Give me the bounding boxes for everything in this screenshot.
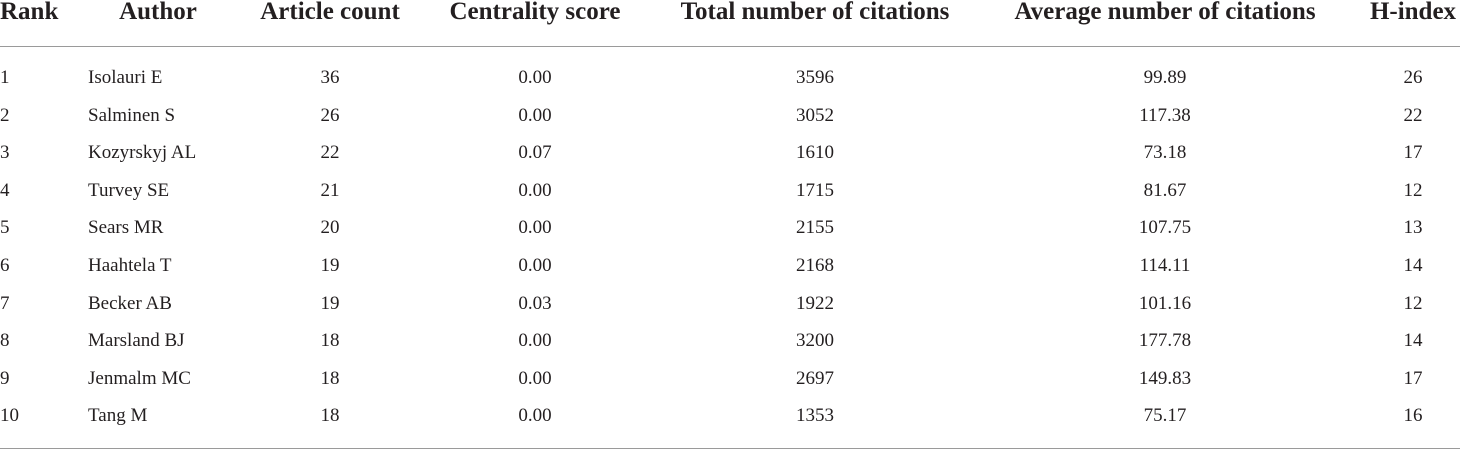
h-index-cell: 13 [1403,217,1423,239]
rank-cell: 10 [0,405,19,427]
h-index-cell: 14 [1403,330,1423,352]
average-citations-cell: 73.18 [1143,142,1187,164]
h-index-cell: 17 [1403,142,1423,164]
total-citations-cell: 2155 [796,217,834,239]
total-citations-cell: 2697 [796,367,834,389]
total-citations-cell: 3200 [796,330,834,352]
h-index-cell: 16 [1403,405,1423,427]
column-header: Centrality score [449,0,621,25]
article-count-cell: 19 [320,255,340,276]
rank-cell: 2 [0,104,10,126]
centrality-score-cell: 0.00 [518,104,552,126]
total-citations-cell: 1610 [796,142,834,164]
average-citations-cell: 81.67 [1143,179,1187,201]
average-citations-cell: 75.17 [1143,405,1187,427]
average-citations-cell: 101.16 [1138,292,1192,314]
author-cell: Kozyrskyj AL [88,142,197,164]
centrality-score-cell: 0.07 [518,142,552,164]
rank-cell: 8 [0,330,10,352]
centrality-score-cell: 0.00 [518,67,552,88]
total-citations-cell: 3596 [796,67,834,88]
centrality-score-cell: 0.00 [518,255,552,276]
author-cell: Isolauri E [88,67,163,88]
author-cell: Tang M [88,405,148,427]
article-count-cell: 22 [320,142,340,164]
centrality-score-cell: 0.00 [518,330,552,352]
average-citations-cell: 177.78 [1138,330,1192,352]
centrality-score-cell: 0.03 [518,292,552,314]
column-header: Total number of citations [680,0,950,25]
author-cell: Haahtela T [88,255,172,276]
rank-cell: 3 [0,142,10,164]
h-index-cell: 17 [1403,367,1423,389]
average-citations-cell: 114.11 [1139,255,1191,276]
centrality-score-cell: 0.00 [518,217,552,239]
h-index-cell: 26 [1403,67,1423,88]
average-citations-cell: 107.75 [1138,217,1192,239]
total-citations-cell: 1353 [796,405,834,427]
total-citations-cell: 3052 [796,104,834,126]
author-cell: Becker AB [88,292,172,314]
header-rule [0,46,1460,47]
total-citations-cell: 1922 [796,292,834,314]
h-index-cell: 14 [1403,255,1423,276]
column-header: Article count [260,0,400,25]
author-cell: Jenmalm MC [88,367,191,389]
h-index-cell: 22 [1403,104,1423,126]
column-header: H-index [1369,0,1457,25]
column-header: Author [119,0,197,25]
rank-cell: 7 [0,292,10,314]
rank-cell: 4 [0,179,10,201]
h-index-cell: 12 [1403,292,1423,314]
average-citations-cell: 149.83 [1138,367,1192,389]
h-index-cell: 12 [1403,179,1423,201]
article-count-cell: 26 [320,104,340,126]
author-cell: Marsland BJ [88,330,185,352]
total-citations-cell: 2168 [796,255,834,276]
article-count-cell: 36 [320,67,340,88]
centrality-score-cell: 0.00 [518,179,552,201]
article-count-cell: 18 [320,367,340,389]
total-citations-cell: 1715 [796,179,834,201]
centrality-score-cell: 0.00 [518,405,552,427]
average-citations-cell: 117.38 [1139,104,1191,126]
author-cell: Salminen S [88,104,176,126]
column-header: Rank [0,0,59,25]
average-citations-cell: 99.89 [1143,67,1187,88]
article-count-cell: 20 [320,217,340,239]
rank-cell: 5 [0,217,10,239]
author-cell: Turvey SE [88,179,170,201]
article-count-cell: 19 [320,292,340,314]
rank-cell: 9 [0,367,10,389]
article-count-cell: 21 [320,179,340,201]
article-count-cell: 18 [320,330,340,352]
bottom-rule [0,448,1460,449]
centrality-score-cell: 0.00 [518,367,552,389]
rank-cell: 6 [0,255,10,276]
column-header: Average number of citations [1014,0,1316,25]
author-cell: Sears MR [88,217,164,239]
rank-cell: 1 [0,67,10,88]
article-count-cell: 18 [320,405,340,427]
